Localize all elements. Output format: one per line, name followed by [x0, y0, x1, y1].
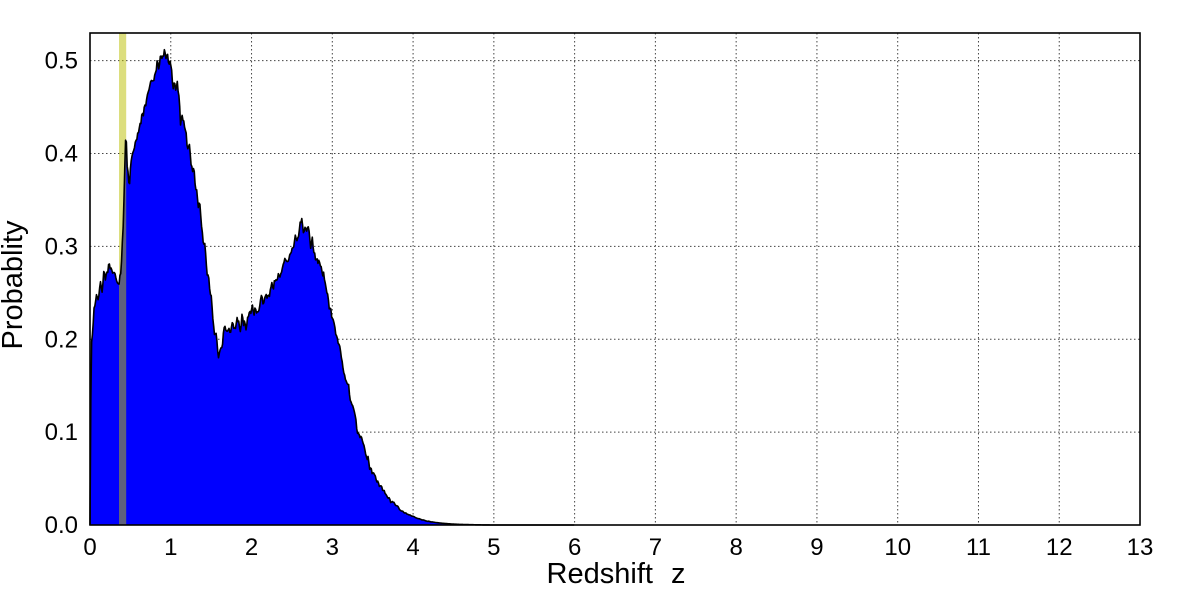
svg-text:0.5: 0.5	[45, 48, 78, 75]
svg-text:0.3: 0.3	[45, 233, 78, 260]
svg-text:5: 5	[487, 534, 500, 561]
svg-text:0.1: 0.1	[45, 419, 78, 446]
svg-text:12: 12	[1046, 534, 1073, 561]
svg-text:Probablity: Probablity	[0, 220, 29, 349]
svg-text:8: 8	[729, 534, 742, 561]
svg-text:7: 7	[649, 534, 662, 561]
svg-text:0.4: 0.4	[45, 141, 78, 168]
svg-text:11: 11	[966, 534, 991, 561]
svg-text:2: 2	[245, 534, 258, 561]
svg-text:1: 1	[164, 534, 177, 561]
svg-text:0: 0	[83, 534, 96, 561]
svg-text:4: 4	[406, 534, 419, 561]
svg-text:10: 10	[884, 534, 911, 561]
svg-text:3: 3	[326, 534, 339, 561]
svg-text:0.0: 0.0	[45, 512, 78, 539]
svg-text:6: 6	[568, 534, 581, 561]
svg-text:9: 9	[810, 534, 823, 561]
svg-text:13: 13	[1127, 534, 1154, 561]
svg-text:0.2: 0.2	[45, 326, 78, 353]
